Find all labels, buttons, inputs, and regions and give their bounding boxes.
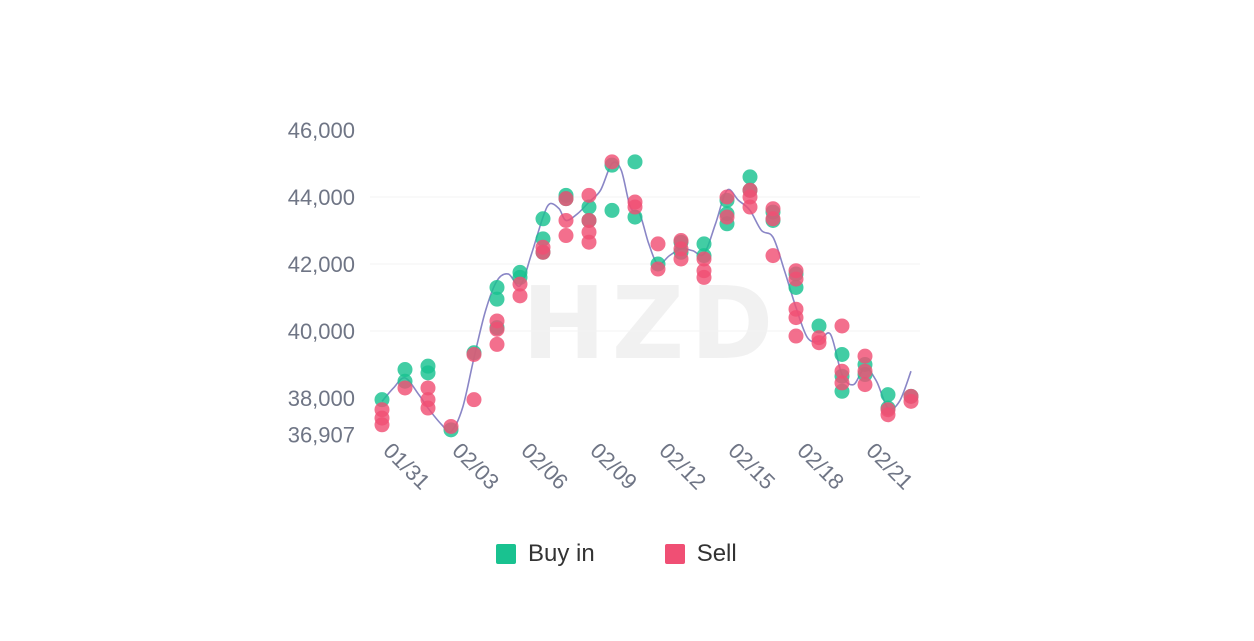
buy-in-point — [420, 365, 436, 381]
buy-in-point — [604, 202, 620, 218]
sell-point — [512, 288, 528, 304]
x-tick-label: 02/21 — [861, 438, 918, 495]
buy-in-point — [834, 346, 850, 362]
sell-point — [397, 380, 413, 396]
sell-point — [719, 189, 735, 205]
sell-point — [788, 328, 804, 344]
x-tick-label: 02/09 — [585, 438, 642, 495]
sell-point — [581, 187, 597, 203]
sell-point — [581, 212, 597, 228]
y-tick-label: 42,000 — [288, 252, 355, 277]
y-tick-label: 44,000 — [288, 185, 355, 210]
sell-point — [857, 363, 873, 379]
sell-point — [374, 417, 390, 433]
legend-swatch-buy-in — [496, 544, 516, 564]
x-tick-label: 02/06 — [516, 438, 573, 495]
buy-in-point — [397, 362, 413, 378]
buy-in-point — [489, 279, 505, 295]
sell-point — [558, 212, 574, 228]
sell-point — [880, 407, 896, 423]
x-tick-label: 02/12 — [654, 438, 711, 495]
x-tick-label: 02/15 — [723, 438, 780, 495]
buy-in-point — [535, 211, 551, 227]
sell-point — [558, 228, 574, 244]
y-tick-label: 38,000 — [288, 386, 355, 411]
sell-point — [627, 199, 643, 215]
sell-point — [765, 211, 781, 227]
x-axis: 01/31 02/03 02/06 02/09 02/12 02/15 02/18 02/21 — [378, 438, 918, 495]
grid-layer — [370, 196, 920, 332]
sell-point — [489, 336, 505, 352]
sell-point — [558, 191, 574, 207]
sell-point — [673, 251, 689, 267]
sell-point — [604, 154, 620, 170]
buy-in-point — [696, 236, 712, 252]
sell-point — [696, 269, 712, 285]
buy-in-point — [627, 154, 643, 170]
sell-point — [788, 310, 804, 326]
legend: Buy in Sell — [496, 540, 737, 568]
buy-in-point — [742, 169, 758, 185]
sell-point — [650, 261, 666, 277]
sell-point — [834, 363, 850, 379]
sell-point — [719, 209, 735, 225]
buy-in-point — [811, 318, 827, 334]
legend-label-buy-in: Buy in — [528, 540, 595, 567]
x-tick-label: 01/31 — [378, 438, 435, 495]
buy-in-point — [581, 199, 597, 215]
legend-item-sell[interactable]: Sell — [664, 540, 737, 568]
points-layer — [374, 154, 919, 438]
x-tick-label: 02/18 — [792, 438, 849, 495]
sell-point — [834, 375, 850, 391]
sell-point — [742, 199, 758, 215]
sell-point — [811, 335, 827, 351]
sell-point — [512, 276, 528, 292]
sell-point — [788, 271, 804, 287]
legend-label-sell: Sell — [696, 540, 737, 567]
sell-point — [581, 234, 597, 250]
sell-point — [420, 400, 436, 416]
sell-point — [696, 251, 712, 267]
sell-point — [466, 392, 482, 408]
sell-point — [420, 380, 436, 396]
y-tick-label: 36,907 — [288, 423, 355, 448]
legend-swatch-sell — [664, 544, 685, 564]
y-axis: 46,000 44,000 42,000 40,000 38,000 36,907 — [288, 118, 355, 448]
sell-point — [857, 377, 873, 393]
sell-point — [489, 321, 505, 337]
legend-item-buy-in[interactable]: Buy in — [496, 540, 595, 568]
sell-point — [765, 248, 781, 264]
sell-point — [903, 393, 919, 409]
sell-point — [443, 418, 459, 434]
buy-in-point — [880, 387, 896, 403]
y-tick-label: 40,000 — [288, 319, 355, 344]
sell-point — [466, 346, 482, 362]
sell-point — [857, 348, 873, 364]
sell-point — [535, 244, 551, 260]
y-tick-label: 46,000 — [288, 118, 355, 143]
sell-point — [834, 318, 850, 334]
x-tick-label: 02/03 — [447, 438, 504, 495]
watermark-text: HZD — [522, 265, 779, 382]
buy-in-point — [489, 291, 505, 307]
sell-point — [650, 236, 666, 252]
